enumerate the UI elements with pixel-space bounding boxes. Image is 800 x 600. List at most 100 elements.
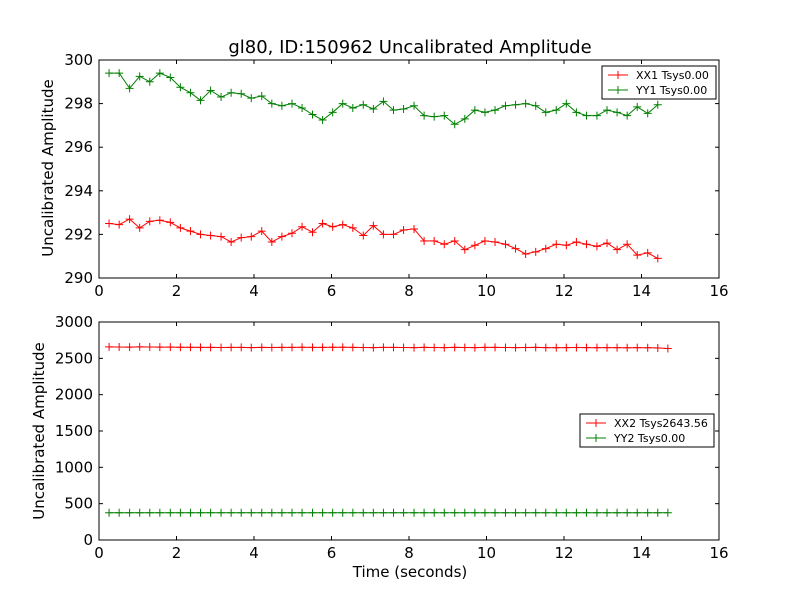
data-point-marker — [247, 94, 256, 103]
data-point-marker — [531, 247, 540, 256]
x-tick-label: 4 — [249, 282, 259, 300]
data-point-marker — [511, 100, 520, 109]
data-point-marker — [318, 115, 327, 124]
data-point-marker — [135, 508, 144, 517]
data-point-marker — [206, 231, 215, 240]
data-point-marker — [389, 230, 398, 239]
data-point-marker — [623, 111, 632, 120]
data-point-marker — [135, 342, 144, 351]
legend: XX1 Tsys0.00 YY1 Tsys0.00 — [601, 65, 717, 100]
data-point-marker — [603, 106, 612, 115]
data-point-marker — [267, 343, 276, 352]
data-point-marker — [420, 508, 429, 517]
x-tick-label: 16 — [709, 282, 728, 300]
data-point-marker — [125, 508, 134, 517]
x-tick-label: 14 — [632, 282, 651, 300]
data-point-marker — [298, 103, 307, 112]
data-point-marker — [663, 508, 672, 517]
data-point-marker — [145, 77, 154, 86]
data-point-marker — [125, 215, 134, 224]
y-tick-label: 290 — [64, 269, 93, 287]
data-point-marker — [287, 229, 296, 238]
data-point-marker — [511, 508, 520, 517]
data-point-marker — [531, 343, 540, 352]
data-point-marker — [511, 343, 520, 352]
data-point-marker — [460, 508, 469, 517]
data-point-marker — [653, 508, 662, 517]
x-tick-label: 12 — [554, 544, 573, 562]
data-point-marker — [582, 343, 591, 352]
data-point-marker — [196, 343, 205, 352]
data-point-marker — [562, 343, 571, 352]
x-tick-label: 4 — [249, 544, 259, 562]
data-point-marker — [257, 508, 266, 517]
x-tick-label: 12 — [554, 282, 573, 300]
data-point-marker — [521, 508, 530, 517]
data-point-marker — [460, 245, 469, 254]
data-point-marker — [227, 88, 236, 97]
data-point-marker — [450, 343, 459, 352]
data-point-marker — [328, 222, 337, 231]
data-point-marker — [410, 508, 419, 517]
legend-entry: YY1 Tsys0.00 — [608, 84, 707, 97]
data-point-marker — [287, 99, 296, 108]
data-point-marker — [257, 227, 266, 236]
series-yy2 — [105, 508, 672, 517]
data-point-marker — [338, 343, 347, 352]
y-axis-label: Uncalibrated Amplitude — [39, 79, 57, 256]
data-point-marker — [318, 219, 327, 228]
data-point-marker — [287, 508, 296, 517]
legend-swatch-marker — [592, 419, 600, 427]
y-tick-label: 3000 — [55, 313, 93, 331]
data-point-marker — [206, 508, 215, 517]
data-point-marker — [217, 343, 226, 352]
data-point-marker — [420, 236, 429, 245]
data-point-marker — [247, 232, 256, 241]
data-point-marker — [257, 343, 266, 352]
data-point-marker — [592, 508, 601, 517]
bottom-panel: Time (seconds) Uncalibrated Amplitude 0 2… — [30, 313, 729, 581]
data-point-marker — [328, 343, 337, 352]
data-point-marker — [643, 508, 652, 517]
y-tick-label: 500 — [64, 495, 93, 513]
data-point-marker — [227, 343, 236, 352]
data-point-marker — [277, 232, 286, 241]
data-point-marker — [623, 240, 632, 249]
series-yy1 — [105, 69, 662, 129]
data-point-marker — [633, 102, 642, 111]
data-point-marker — [491, 508, 500, 517]
data-point-marker — [186, 343, 195, 352]
legend-entry: XX2 Tsys2643.56 — [586, 417, 708, 430]
legend-label: YY2 Tsys0.00 — [613, 432, 685, 445]
data-point-marker — [541, 343, 550, 352]
data-point-marker — [399, 508, 408, 517]
x-tick-label: 10 — [477, 282, 496, 300]
data-point-marker — [410, 343, 419, 352]
legend-swatch-marker — [592, 434, 600, 442]
data-point-marker — [491, 106, 500, 115]
data-point-marker — [115, 220, 124, 229]
data-point-marker — [166, 343, 175, 352]
data-point-marker — [217, 508, 226, 517]
data-point-marker — [125, 84, 134, 93]
data-point-marker — [470, 241, 479, 250]
legend-swatch-marker — [614, 86, 622, 94]
data-point-marker — [247, 508, 256, 517]
data-point-marker — [277, 508, 286, 517]
data-point-marker — [206, 86, 215, 95]
series-xx2 — [105, 342, 672, 353]
data-point-marker — [389, 106, 398, 115]
y-tick-label: 0 — [83, 531, 93, 549]
y-tick-label: 292 — [64, 225, 93, 243]
data-point-marker — [298, 343, 307, 352]
data-point-marker — [410, 101, 419, 110]
data-point-marker — [440, 240, 449, 249]
data-point-marker — [379, 97, 388, 106]
data-point-marker — [166, 218, 175, 227]
data-point-marker — [430, 236, 439, 245]
data-point-marker — [267, 508, 276, 517]
data-point-marker — [176, 508, 185, 517]
data-point-marker — [237, 89, 246, 98]
data-point-marker — [582, 111, 591, 120]
data-point-marker — [338, 508, 347, 517]
